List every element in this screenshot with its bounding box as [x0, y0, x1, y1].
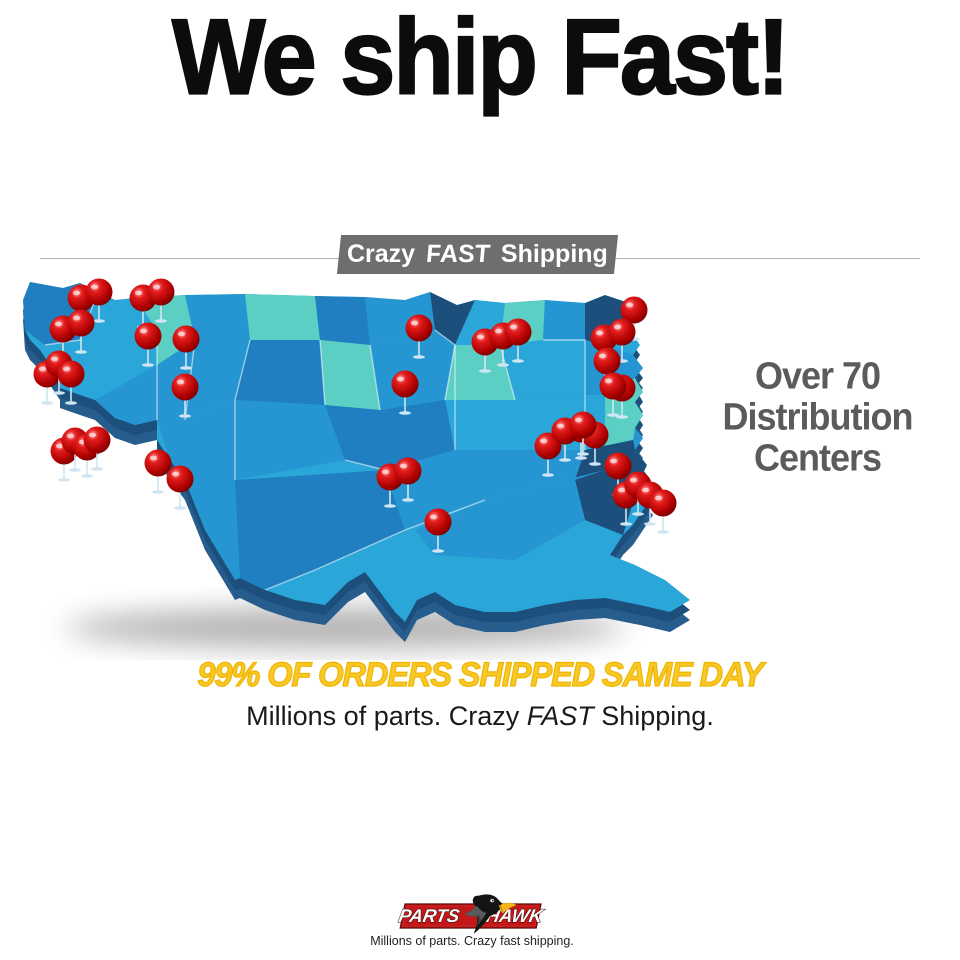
svg-text:PARTS: PARTS [397, 905, 462, 926]
